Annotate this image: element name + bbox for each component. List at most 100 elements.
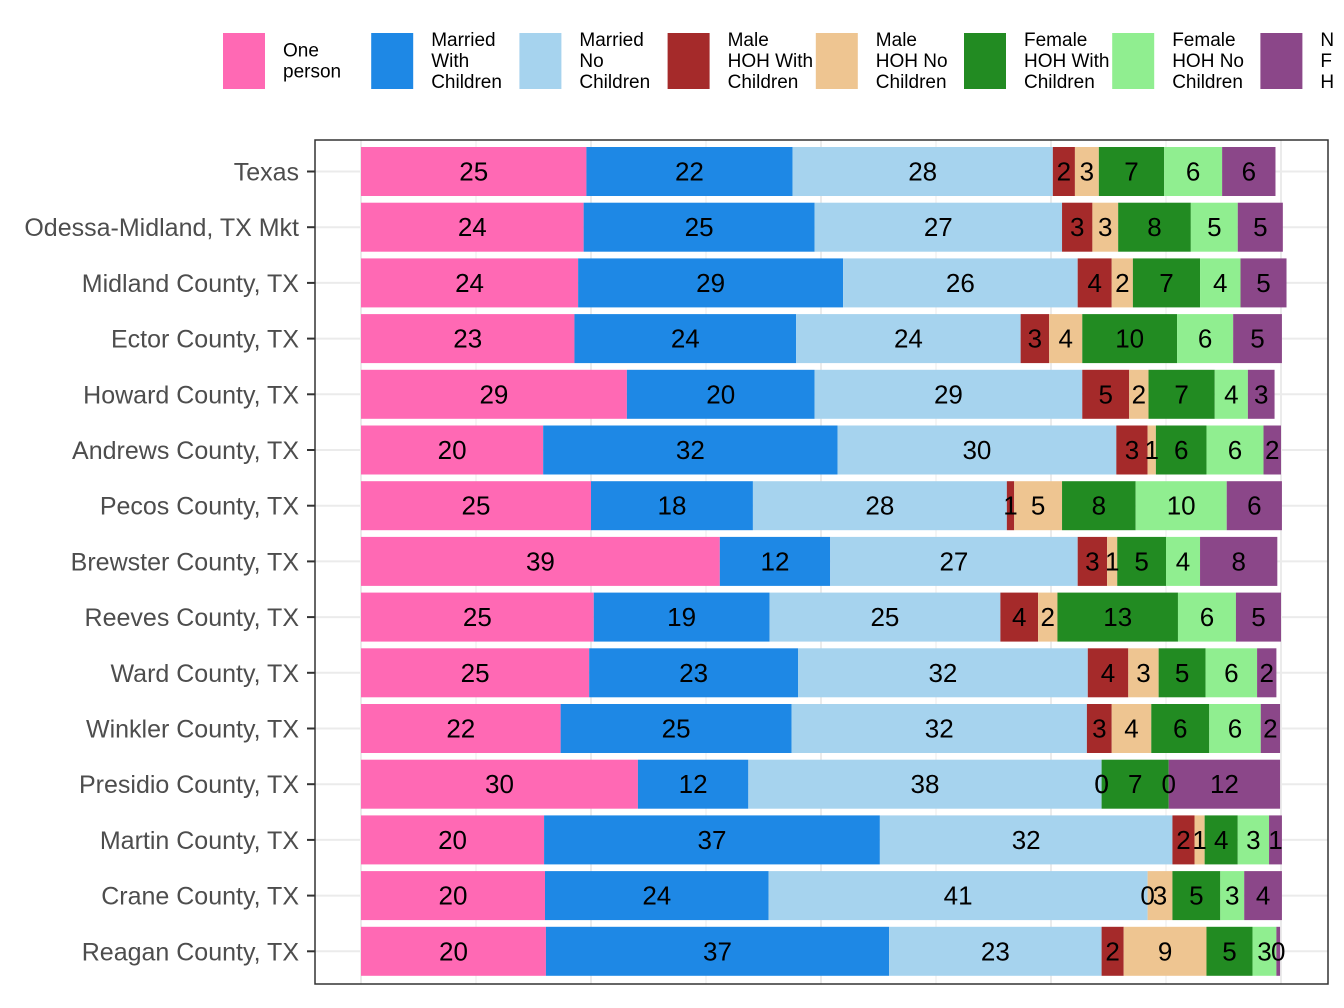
bar-segment [796, 314, 1021, 364]
bar-segment [1116, 425, 1148, 475]
data-label: 3 [1225, 881, 1239, 911]
data-label: 2 [1115, 268, 1129, 298]
data-label: 0 [1140, 881, 1154, 911]
data-label: 6 [1228, 435, 1242, 465]
y-tick-label: Martin County, TX [100, 827, 299, 855]
data-label: 25 [461, 658, 490, 688]
bar-segment [1269, 815, 1282, 865]
bar-segment [1147, 871, 1173, 921]
bar-segment [1014, 481, 1063, 531]
data-label: 39 [526, 546, 555, 576]
data-label: 6 [1173, 714, 1187, 744]
legend-key [815, 33, 858, 89]
bar-segment [1101, 759, 1169, 809]
bar-segment [545, 926, 890, 976]
bars [361, 147, 1287, 976]
data-label: 3 [1092, 714, 1106, 744]
bar-segment [1107, 536, 1118, 586]
bar-segment [1222, 147, 1276, 196]
data-label: 12 [1210, 769, 1239, 799]
data-label: 6 [1228, 714, 1242, 744]
bar-segment [361, 536, 720, 586]
data-label: 28 [865, 491, 894, 521]
data-label: 2 [1176, 825, 1190, 855]
bar-segment [545, 871, 769, 921]
bar-segment [1062, 202, 1093, 252]
bar-segment [361, 592, 594, 642]
data-label: 32 [925, 714, 954, 744]
legend-label: Married With Children [431, 30, 502, 93]
bar-segment [361, 258, 579, 308]
bar-segment [1164, 147, 1223, 196]
data-label: 5 [1189, 881, 1203, 911]
data-label: 6 [1186, 157, 1200, 187]
data-label: 8 [1092, 491, 1106, 521]
data-label: 24 [458, 212, 487, 242]
data-label: 5 [1099, 379, 1113, 409]
legend-key [964, 33, 1006, 89]
bar-segment [1158, 648, 1206, 698]
y-tick-label: Reeves County, TX [85, 604, 300, 632]
bar-segment [361, 648, 590, 698]
bar-segment [1235, 592, 1281, 642]
data-label: 5 [1207, 212, 1221, 242]
legend-label: Married No Children [579, 30, 650, 93]
data-label: 2 [1105, 936, 1119, 966]
bar-segment [1260, 704, 1281, 753]
data-label: 4 [1176, 546, 1190, 576]
data-label: 10 [1115, 324, 1144, 354]
y-tick-label: Andrews County, TX [72, 437, 299, 465]
bar-segment [889, 926, 1102, 976]
data-label: 29 [696, 268, 725, 298]
bar-segment [1247, 369, 1275, 419]
bar-segment [361, 871, 545, 921]
bar-segment [1257, 648, 1277, 698]
bar-segment [1087, 648, 1129, 698]
data-label: 0 [1162, 769, 1176, 799]
legend-label: Female HOH No Children [1172, 30, 1244, 93]
bar-segment [1220, 871, 1245, 921]
bar-segment [1190, 202, 1238, 252]
data-label: 0 [1271, 936, 1285, 966]
bar-segment [1177, 314, 1234, 364]
bar-segment [544, 815, 880, 865]
data-label: 3 [1085, 546, 1099, 576]
data-label: 3 [1125, 435, 1139, 465]
data-label: 2 [1057, 157, 1071, 187]
data-label: 2 [1263, 714, 1277, 744]
bar-segment [1052, 147, 1075, 196]
data-label: 8 [1147, 212, 1161, 242]
data-label: 2 [1265, 435, 1279, 465]
bar-segment [792, 147, 1053, 196]
bar-segment [1151, 704, 1210, 753]
data-label: 5 [1253, 212, 1267, 242]
data-label: 20 [438, 825, 467, 855]
data-label: 26 [946, 268, 975, 298]
data-label: 3 [1098, 212, 1112, 242]
bar-segment [1240, 258, 1287, 308]
data-label: 3 [1136, 658, 1150, 688]
bar-segment [843, 258, 1078, 308]
legend-key [371, 33, 414, 89]
data-label: 1 [1192, 825, 1206, 855]
data-label: 4 [1213, 268, 1227, 298]
bar-segment [1226, 481, 1282, 531]
bar-segment [830, 536, 1078, 586]
data-label: 41 [944, 881, 973, 911]
data-label: 8 [1231, 546, 1245, 576]
bar-segment [1276, 926, 1281, 976]
data-label: 3 [1257, 936, 1271, 966]
bar-segment [1209, 704, 1261, 753]
bar-segment [1244, 871, 1282, 921]
data-label: 20 [439, 936, 468, 966]
data-label: 23 [453, 324, 482, 354]
data-label: 38 [910, 769, 939, 799]
bar-segment [1200, 536, 1278, 586]
bar-segment [837, 425, 1117, 475]
data-label: 4 [1256, 881, 1270, 911]
legend-key [519, 33, 562, 89]
bar-segment [1177, 592, 1236, 642]
